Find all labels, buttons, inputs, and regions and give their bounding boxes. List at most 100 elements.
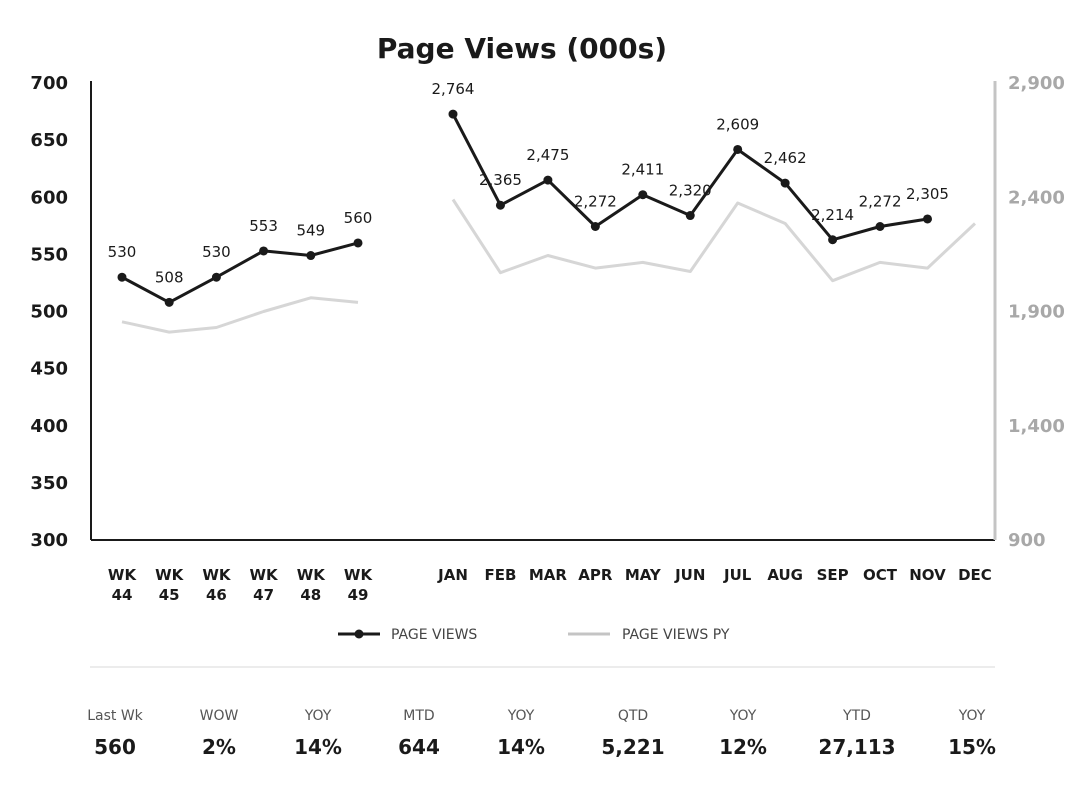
line-page-views-weekly bbox=[121, 241, 359, 304]
y-tick-right: 1,400 bbox=[1008, 416, 1065, 437]
x-tick-label: 45 bbox=[159, 586, 180, 604]
data-label: 560 bbox=[344, 209, 373, 227]
kpi-label: YOY bbox=[304, 708, 332, 724]
point-page-views bbox=[923, 214, 932, 224]
kpi-label: WOW bbox=[200, 708, 239, 724]
y-tick-left: 600 bbox=[30, 187, 68, 208]
data-label: 2,411 bbox=[621, 161, 664, 179]
kpi-value: 14% bbox=[497, 735, 545, 759]
x-tick-label: APR bbox=[578, 566, 613, 584]
y-tick-right: 2,400 bbox=[1008, 187, 1065, 208]
kpi-label: YOY bbox=[958, 708, 986, 724]
legend-label-page-views-py: PAGE VIEWS PY bbox=[622, 627, 730, 643]
line-page-views-monthly bbox=[451, 113, 928, 242]
data-label: 2,764 bbox=[432, 80, 475, 98]
x-tick-label: WK bbox=[250, 566, 280, 584]
x-tick-label: WK bbox=[202, 566, 232, 584]
point-page-views bbox=[875, 221, 885, 231]
series-page-views bbox=[117, 109, 932, 307]
y-tick-left: 500 bbox=[30, 302, 68, 323]
y-tick-left: 400 bbox=[30, 416, 68, 437]
y-tick-left: 350 bbox=[30, 473, 68, 494]
data-label: 530 bbox=[202, 243, 231, 261]
legend-marker-page-views bbox=[354, 629, 364, 639]
x-tick-label: SEP bbox=[817, 566, 849, 584]
x-tick-label: NOV bbox=[909, 566, 946, 584]
data-label: 2,365 bbox=[479, 171, 522, 189]
data-label: 2,609 bbox=[716, 115, 759, 133]
x-tick-label: JUN bbox=[674, 566, 705, 584]
point-page-views bbox=[733, 144, 743, 154]
point-page-views bbox=[638, 190, 648, 200]
point-page-views bbox=[828, 235, 838, 245]
kpi-value: 5,221 bbox=[601, 735, 664, 759]
x-tick-label: 48 bbox=[300, 586, 321, 604]
kpi-value: 2% bbox=[202, 735, 236, 759]
y-tick-right: 900 bbox=[1008, 530, 1046, 551]
x-tick-label: OCT bbox=[863, 566, 898, 584]
point-page-views bbox=[685, 211, 695, 221]
point-page-views bbox=[353, 238, 363, 248]
kpi-value: 560 bbox=[94, 735, 136, 759]
y-tick-left: 300 bbox=[30, 530, 68, 551]
data-label: 2,475 bbox=[526, 146, 569, 164]
kpi-label: QTD bbox=[618, 708, 648, 724]
y-tick-left: 700 bbox=[30, 73, 68, 94]
data-label: 2,272 bbox=[859, 192, 902, 210]
x-tick-label: WK bbox=[297, 566, 327, 584]
point-page-views bbox=[590, 221, 600, 231]
data-label: 2,462 bbox=[764, 149, 807, 167]
x-tick-label: 49 bbox=[348, 586, 369, 604]
line-page-views-py-weekly bbox=[121, 296, 359, 334]
data-label: 508 bbox=[155, 268, 184, 286]
x-tick-label: MAR bbox=[529, 566, 568, 584]
kpi-label: YTD bbox=[842, 708, 871, 724]
axes: 700 650 600 550 500 450 400 350 300 2,900 2,400 1,9… bbox=[30, 73, 1065, 604]
x-tick-label: JAN bbox=[437, 566, 468, 584]
point-page-views bbox=[448, 109, 458, 119]
point-page-views bbox=[306, 251, 316, 261]
chart-title: Page Views (000s) bbox=[377, 32, 667, 65]
kpi-value: 12% bbox=[719, 735, 767, 759]
x-tick-label: 44 bbox=[112, 586, 133, 604]
line-page-views-py-monthly bbox=[451, 198, 977, 283]
y-tick-left: 550 bbox=[30, 244, 68, 265]
point-page-views bbox=[259, 246, 269, 256]
x-tick-label: JUL bbox=[723, 566, 752, 584]
x-tick-label: WK bbox=[108, 566, 138, 584]
data-label: 2,305 bbox=[906, 185, 949, 203]
data-label: 549 bbox=[296, 222, 325, 240]
kpi-label: Last Wk bbox=[87, 708, 143, 724]
kpi-label: MTD bbox=[403, 708, 434, 724]
x-tick-label: 47 bbox=[253, 586, 274, 604]
y-tick-left: 450 bbox=[30, 359, 68, 380]
data-label: 2,272 bbox=[574, 192, 617, 210]
kpi-row: Last Wk 560 WOW 2% YOY 14% MTD 644 YOY 14% QTD 5,22… bbox=[87, 708, 996, 759]
series-page-views-py bbox=[121, 198, 977, 334]
data-label: 553 bbox=[249, 217, 278, 235]
point-page-views bbox=[543, 175, 553, 185]
data-label: 2,320 bbox=[669, 182, 712, 200]
point-page-views bbox=[117, 272, 127, 282]
legend: PAGE VIEWS PAGE VIEWS PY bbox=[338, 627, 730, 643]
y-tick-left: 650 bbox=[30, 130, 68, 151]
kpi-label: YOY bbox=[729, 708, 757, 724]
kpi-label: YOY bbox=[507, 708, 535, 724]
x-tick-label: DEC bbox=[958, 566, 992, 584]
kpi-value: 27,113 bbox=[818, 735, 895, 759]
point-page-views bbox=[780, 178, 790, 188]
x-tick-label: 46 bbox=[206, 586, 227, 604]
x-tick-label: FEB bbox=[484, 566, 516, 584]
point-page-views bbox=[495, 200, 505, 210]
legend-label-page-views: PAGE VIEWS bbox=[391, 627, 477, 643]
point-page-views bbox=[164, 297, 174, 307]
x-tick-label: WK bbox=[155, 566, 185, 584]
y-tick-right: 2,900 bbox=[1008, 73, 1065, 94]
x-tick-label: WK bbox=[344, 566, 374, 584]
y-tick-right: 1,900 bbox=[1008, 302, 1065, 323]
x-tick-label: AUG bbox=[767, 566, 803, 584]
data-label: 530 bbox=[108, 243, 137, 261]
x-tick-label: MAY bbox=[625, 566, 662, 584]
kpi-value: 14% bbox=[294, 735, 342, 759]
